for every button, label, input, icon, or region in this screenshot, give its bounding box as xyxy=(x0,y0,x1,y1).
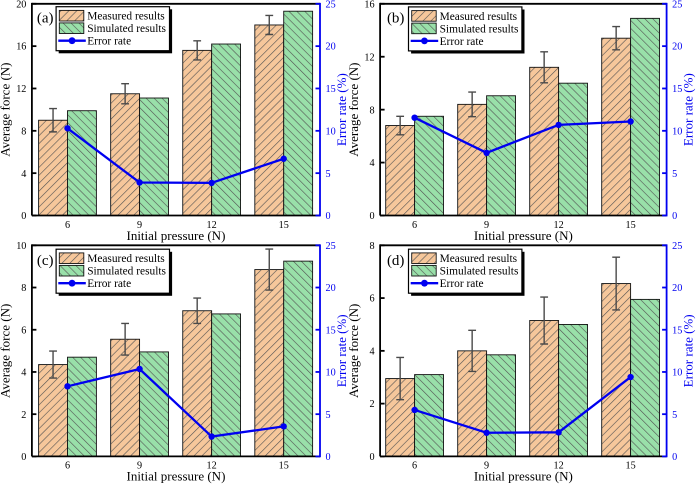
svg-text:Average force (N): Average force (N) xyxy=(346,304,361,398)
svg-text:0: 0 xyxy=(370,211,375,222)
svg-text:12: 12 xyxy=(554,220,564,231)
svg-text:25: 25 xyxy=(326,0,336,10)
svg-text:Measured results: Measured results xyxy=(440,253,518,265)
svg-text:Initial pressure (N): Initial pressure (N) xyxy=(474,228,573,243)
svg-text:Error rate: Error rate xyxy=(440,278,484,290)
svg-text:Simulated results: Simulated results xyxy=(440,23,519,35)
svg-text:0: 0 xyxy=(326,452,331,463)
svg-text:Measured results: Measured results xyxy=(440,11,518,23)
svg-text:9: 9 xyxy=(137,220,142,231)
svg-text:Average force (N): Average force (N) xyxy=(0,304,13,398)
svg-text:0: 0 xyxy=(672,211,677,222)
svg-text:0: 0 xyxy=(326,211,331,222)
svg-text:Error rate: Error rate xyxy=(87,36,131,48)
svg-text:0: 0 xyxy=(672,452,677,463)
svg-text:12: 12 xyxy=(554,461,564,472)
svg-text:Initial pressure (N): Initial pressure (N) xyxy=(126,469,225,484)
svg-text:15: 15 xyxy=(326,325,336,336)
svg-text:2: 2 xyxy=(21,410,26,421)
svg-text:10: 10 xyxy=(672,126,682,137)
svg-text:Error rate (%): Error rate (%) xyxy=(334,314,349,387)
svg-text:0: 0 xyxy=(21,452,26,463)
svg-text:Initial pressure (N): Initial pressure (N) xyxy=(474,469,573,484)
svg-text:Error rate: Error rate xyxy=(87,278,131,290)
svg-text:4: 4 xyxy=(370,158,375,169)
svg-text:6: 6 xyxy=(21,325,26,336)
svg-text:4: 4 xyxy=(21,368,26,379)
svg-text:9: 9 xyxy=(137,461,142,472)
svg-text:5: 5 xyxy=(672,169,677,180)
svg-text:20: 20 xyxy=(672,42,682,53)
svg-text:Measured results: Measured results xyxy=(87,253,165,265)
svg-text:15: 15 xyxy=(279,220,289,231)
svg-text:Error rate (%): Error rate (%) xyxy=(334,73,349,146)
svg-text:8: 8 xyxy=(21,126,26,137)
svg-text:25: 25 xyxy=(672,0,682,10)
svg-text:(b): (b) xyxy=(387,11,405,27)
svg-text:6: 6 xyxy=(65,220,70,231)
svg-text:25: 25 xyxy=(326,241,336,252)
svg-text:9: 9 xyxy=(484,461,489,472)
svg-text:16: 16 xyxy=(16,42,26,53)
svg-text:15: 15 xyxy=(279,461,289,472)
svg-text:10: 10 xyxy=(326,368,336,379)
svg-text:15: 15 xyxy=(672,325,682,336)
svg-text:10: 10 xyxy=(16,241,26,252)
svg-text:(a): (a) xyxy=(37,11,54,27)
svg-text:Average force (N): Average force (N) xyxy=(0,62,13,156)
svg-text:Simulated results: Simulated results xyxy=(440,266,519,278)
svg-text:2: 2 xyxy=(370,399,375,410)
svg-text:Initial pressure (N): Initial pressure (N) xyxy=(126,228,225,243)
svg-text:15: 15 xyxy=(326,84,336,95)
svg-text:(c): (c) xyxy=(37,253,54,269)
svg-text:5: 5 xyxy=(672,410,677,421)
svg-text:8: 8 xyxy=(370,241,375,252)
svg-text:6: 6 xyxy=(412,220,417,231)
svg-text:Error rate (%): Error rate (%) xyxy=(680,73,695,146)
svg-text:Error rate: Error rate xyxy=(440,36,484,48)
svg-text:16: 16 xyxy=(364,0,374,10)
svg-text:9: 9 xyxy=(484,220,489,231)
svg-text:Simulated results: Simulated results xyxy=(87,266,166,278)
svg-text:6: 6 xyxy=(412,461,417,472)
svg-text:4: 4 xyxy=(370,346,375,357)
svg-text:12: 12 xyxy=(207,461,217,472)
svg-text:Simulated results: Simulated results xyxy=(87,23,166,35)
svg-text:20: 20 xyxy=(326,283,336,294)
svg-text:5: 5 xyxy=(326,169,331,180)
svg-text:Average force (N): Average force (N) xyxy=(346,62,361,156)
svg-text:25: 25 xyxy=(672,241,682,252)
svg-text:4: 4 xyxy=(21,169,26,180)
svg-text:(d): (d) xyxy=(387,253,405,269)
svg-text:8: 8 xyxy=(21,283,26,294)
svg-text:12: 12 xyxy=(364,52,374,63)
svg-text:15: 15 xyxy=(626,461,636,472)
svg-text:Error rate (%): Error rate (%) xyxy=(680,314,695,387)
svg-text:12: 12 xyxy=(207,220,217,231)
svg-text:0: 0 xyxy=(21,211,26,222)
svg-text:15: 15 xyxy=(626,220,636,231)
svg-text:10: 10 xyxy=(326,126,336,137)
svg-text:Measured results: Measured results xyxy=(87,11,165,23)
svg-text:15: 15 xyxy=(672,84,682,95)
svg-text:5: 5 xyxy=(326,410,331,421)
svg-text:6: 6 xyxy=(370,294,375,305)
svg-text:12: 12 xyxy=(16,84,26,95)
svg-text:8: 8 xyxy=(370,105,375,116)
svg-text:6: 6 xyxy=(65,461,70,472)
svg-text:20: 20 xyxy=(326,42,336,53)
svg-text:20: 20 xyxy=(672,283,682,294)
svg-text:0: 0 xyxy=(370,452,375,463)
svg-text:10: 10 xyxy=(672,368,682,379)
svg-text:20: 20 xyxy=(16,0,26,10)
